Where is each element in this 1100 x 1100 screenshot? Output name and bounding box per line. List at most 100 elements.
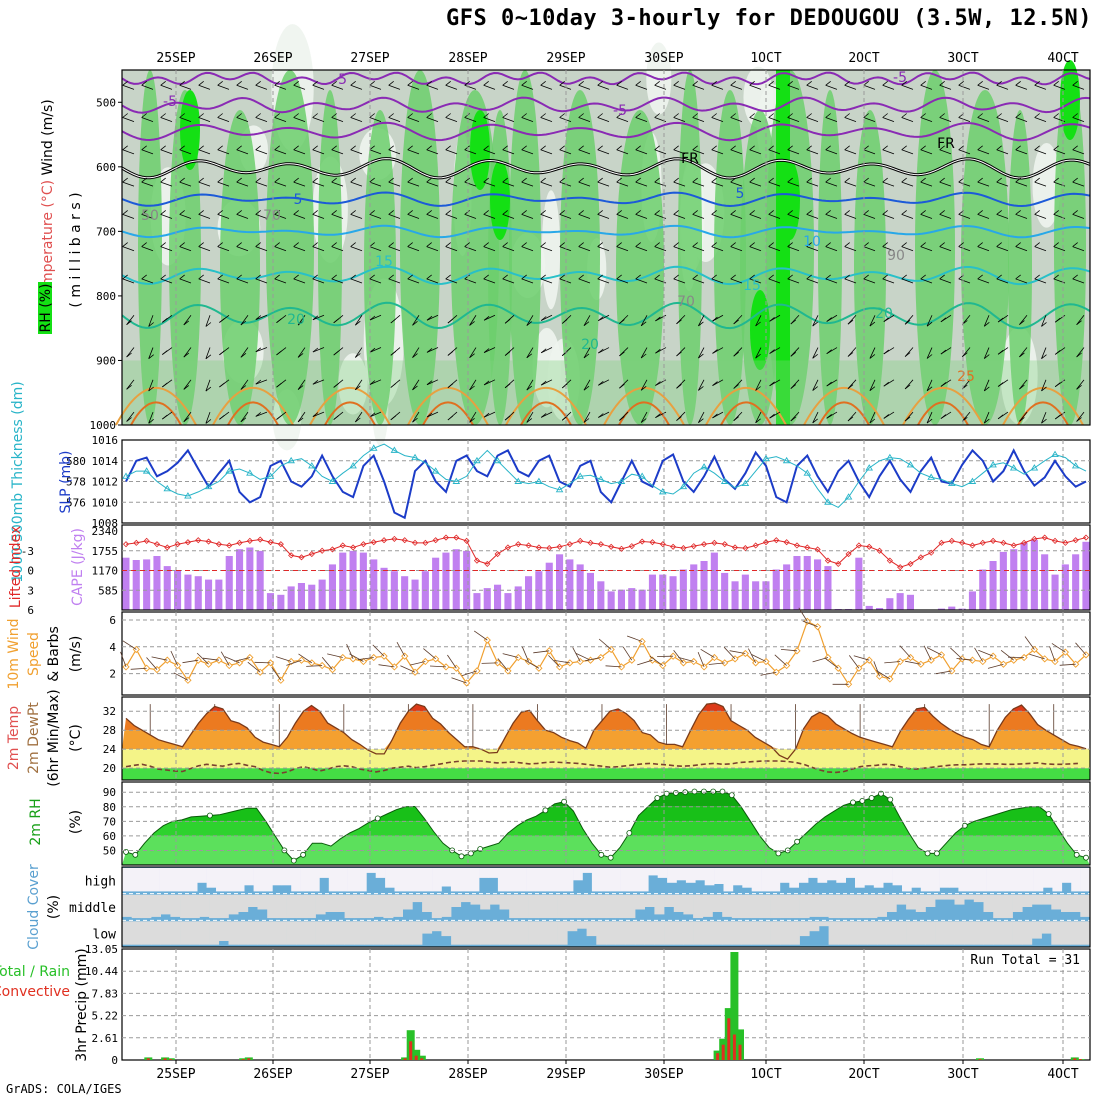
wind-barb	[526, 315, 534, 326]
wind-barb-flag	[812, 353, 818, 359]
cloud-clear-middle	[257, 894, 268, 910]
wind-barb-flag	[692, 177, 698, 183]
thickness-marker	[720, 477, 729, 484]
wind-barb	[369, 246, 382, 252]
wind-barb	[350, 84, 363, 90]
wind-barb	[901, 246, 914, 252]
thickness-marker	[349, 462, 357, 469]
rh-marker	[868, 795, 875, 801]
wind-barb-10m	[120, 651, 127, 668]
wind-barb-10m	[286, 659, 302, 666]
wind-barb-10m	[825, 658, 839, 669]
wind-barb	[578, 214, 591, 219]
cloud-clear-high	[695, 868, 705, 881]
wind-barb-flag	[236, 113, 242, 118]
wind-barb	[882, 117, 895, 123]
temp-tick-label: 28	[103, 724, 116, 737]
cloud-clear-low	[886, 921, 897, 945]
wind-barb-flag	[787, 242, 793, 247]
cloud-clear-middle	[218, 894, 229, 919]
wind-barb	[768, 117, 781, 123]
wind-barb-flag	[616, 210, 622, 215]
lifted-marker	[226, 542, 233, 549]
wind-barb	[540, 246, 553, 252]
wind-barb	[583, 315, 591, 326]
wind-barb	[597, 181, 610, 187]
wind-barb-flag	[205, 386, 212, 392]
cloud-clear-middle	[247, 894, 258, 907]
cloud-clear-low	[141, 921, 152, 945]
wind-barb-flag	[369, 80, 375, 86]
wind-barb-flag	[1015, 80, 1021, 86]
wind-barb-flag	[583, 385, 590, 391]
wind-barb-flag	[236, 177, 242, 183]
cape-bar	[401, 576, 409, 610]
cloud-clear-high	[216, 868, 226, 892]
wind-barb	[673, 278, 686, 284]
wind-barb	[255, 84, 268, 90]
wind-barb	[977, 246, 990, 252]
cape-bar	[494, 584, 502, 610]
wind-barb-flag	[407, 145, 413, 151]
cloud-clear-middle	[964, 894, 975, 900]
wind-barb-flag	[787, 274, 793, 280]
wind-barb	[240, 315, 249, 326]
wind-barb	[673, 214, 686, 219]
wind-barb-flag	[540, 177, 546, 183]
wind-barb-flag	[388, 242, 394, 247]
slp-tick-label: 1014	[92, 455, 119, 468]
cloud-clear-low	[189, 921, 200, 945]
wind-barb-flag	[521, 80, 527, 86]
wind-barb	[541, 379, 553, 386]
cloud-clear-low	[199, 921, 210, 945]
wind-barb	[730, 214, 743, 219]
wind-tick-label: 6	[109, 614, 116, 627]
cape-ylabel: CAPE (J/kg)	[70, 528, 86, 606]
wind-barb	[541, 411, 553, 418]
wind-barb-flag	[692, 80, 698, 86]
cape-bar	[339, 552, 347, 610]
wind-barb-flag	[844, 242, 850, 247]
cape-bar	[215, 579, 223, 610]
wind-barb	[255, 149, 268, 155]
cape-bar	[721, 572, 729, 610]
wind-barb	[787, 149, 800, 155]
wind-barb	[526, 379, 534, 391]
rh-moist-streak	[169, 90, 201, 425]
wind-barb-flag	[412, 417, 418, 423]
wind-barb-flag	[388, 274, 394, 280]
wind-barb-flag	[126, 384, 132, 390]
precip-convective-bar	[732, 1034, 736, 1060]
cloud-clear-middle	[180, 894, 191, 919]
wind-barb-flag	[730, 113, 736, 118]
rh-moist-streak	[616, 110, 664, 425]
cloud-clear-low	[973, 921, 984, 945]
axis-label-part: (%)	[46, 895, 62, 919]
temp-tick-label: 24	[103, 743, 117, 756]
rh-marker	[887, 796, 894, 803]
contour-label: -5	[613, 103, 627, 119]
wind-barb-flag	[1053, 113, 1059, 118]
wind-barb-flag	[654, 80, 660, 86]
wind-barb-flag	[790, 351, 797, 357]
rh-dry-patch	[541, 190, 561, 310]
wind-barb-flag	[749, 145, 755, 151]
wind-barb-flag	[755, 386, 761, 391]
wind-barb	[1072, 149, 1085, 155]
wind-barb-flag	[521, 145, 527, 151]
cloud-clear-middle	[751, 894, 762, 919]
wind-barb	[297, 315, 306, 326]
wind-barb-flag	[412, 320, 418, 326]
contour-label: 70	[677, 294, 695, 310]
wind-barb	[426, 117, 439, 123]
wind-barb	[483, 347, 496, 353]
cloud-clear-high	[958, 868, 969, 892]
wind-barb-flag	[255, 315, 262, 320]
wind-speed-marker	[793, 647, 801, 655]
cape-bar	[556, 554, 564, 610]
wind-barb	[863, 84, 876, 90]
wind-barb	[141, 181, 154, 187]
wind-barb-flag	[882, 113, 888, 118]
wind-barb	[183, 315, 192, 326]
cloud-clear-low	[896, 921, 907, 945]
